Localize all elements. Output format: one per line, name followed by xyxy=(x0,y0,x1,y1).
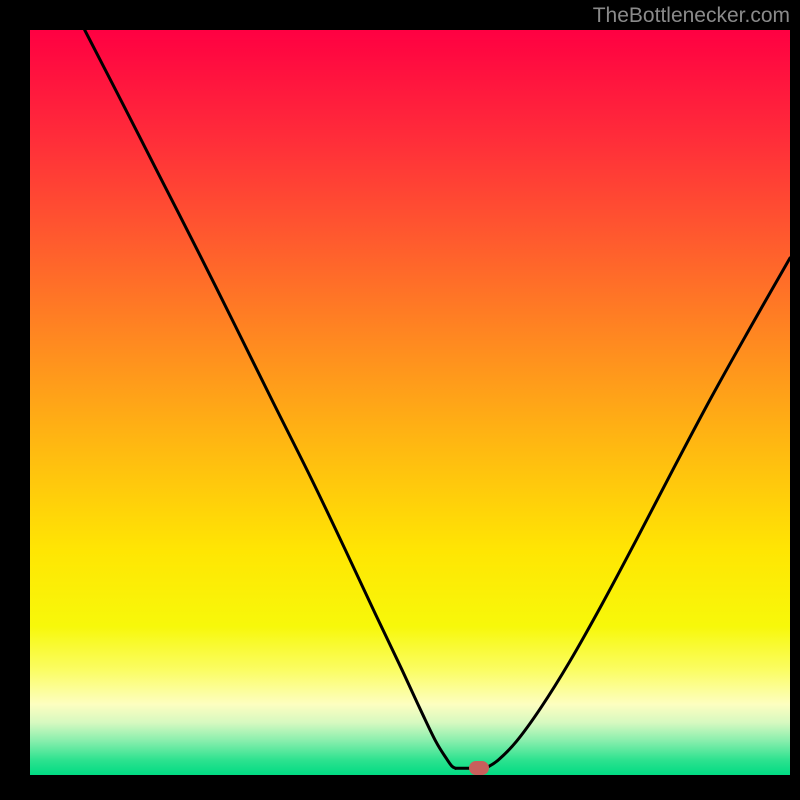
watermark-text: TheBottlenecker.com xyxy=(593,4,790,28)
plot-area xyxy=(30,30,790,775)
optimal-point-marker xyxy=(469,761,489,775)
chart-frame: TheBottlenecker.com xyxy=(0,0,800,800)
bottleneck-curve xyxy=(30,30,790,775)
